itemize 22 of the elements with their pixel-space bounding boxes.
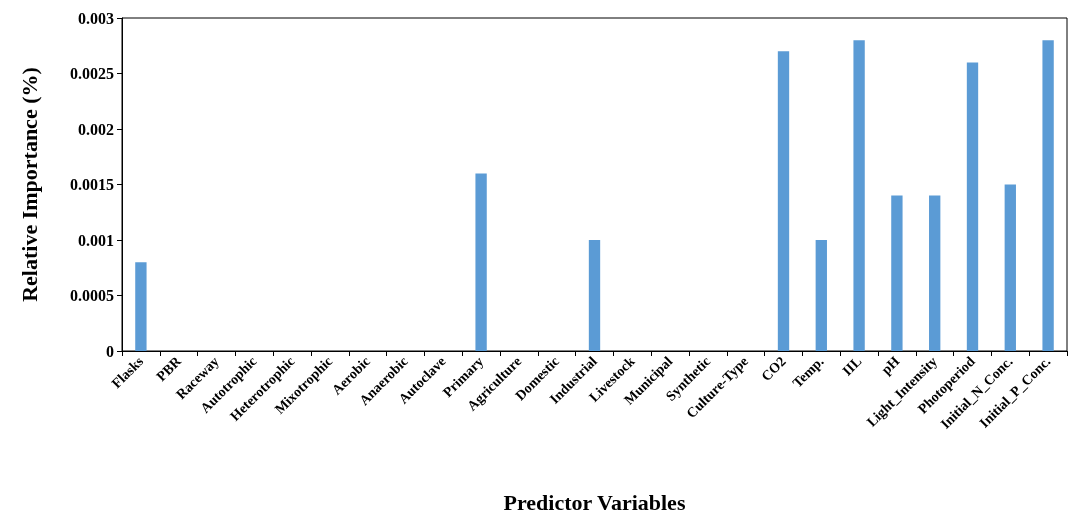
- bar: [777, 51, 790, 351]
- bar: [475, 173, 487, 351]
- y-tick-label: 0.0025: [70, 65, 114, 82]
- x-tick-label: CO2: [758, 353, 789, 385]
- x-axis-title: Predictor Variables: [503, 489, 686, 515]
- bar: [891, 195, 903, 351]
- bar: [588, 240, 601, 351]
- y-tick-label: 0.0015: [70, 176, 114, 193]
- bar: [135, 262, 147, 351]
- y-tick-label: 0.003: [78, 9, 114, 27]
- bar: [815, 240, 827, 351]
- y-tick-label: 0.0005: [70, 287, 114, 304]
- bar: [1004, 184, 1016, 351]
- bar: [1042, 40, 1054, 351]
- y-tick-label: 0: [106, 342, 114, 360]
- bar: [853, 40, 865, 351]
- bar: [929, 195, 941, 351]
- y-tick-label: 0.002: [78, 120, 114, 138]
- bar: [966, 62, 979, 351]
- x-tick-label: IIL: [839, 353, 865, 379]
- y-axis-title: Relative Importance (%): [16, 67, 42, 302]
- y-tick-label: 0.001: [78, 231, 114, 249]
